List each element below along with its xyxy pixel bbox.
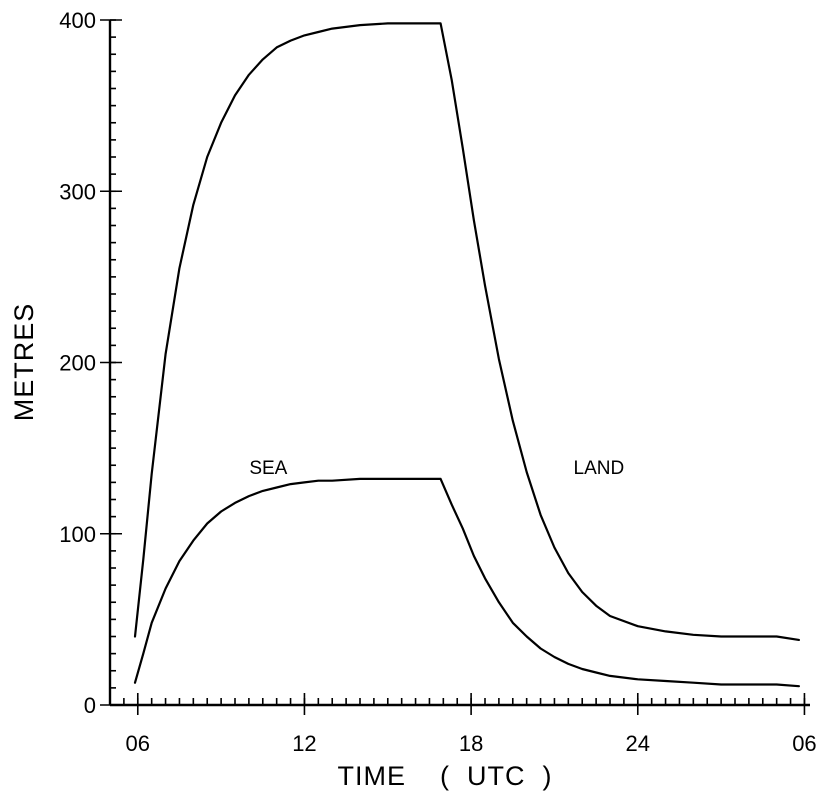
x-tick-label: 06 [126, 731, 150, 756]
x-tick-label: 24 [626, 731, 650, 756]
axes [108, 20, 810, 707]
series-line-2 [133, 477, 800, 688]
x-tick-label: 06 [792, 731, 816, 756]
y-tick-label: 0 [84, 693, 96, 718]
x-tick-label: 18 [459, 731, 483, 756]
x-tick-label: 12 [292, 731, 316, 756]
x-axis-title: TIME ( UTC ) [338, 761, 553, 791]
annotation-sea: SEA [249, 458, 287, 479]
y-tick-label: 400 [59, 8, 96, 33]
y-axis-title: METRES [9, 303, 39, 422]
minor-ticks [109, 19, 806, 706]
annotation-land: LAND [574, 458, 625, 479]
y-tick-label: 300 [59, 179, 96, 204]
y-tick-label: 200 [59, 351, 96, 376]
series-layer [133, 22, 800, 688]
series-line-1 [133, 22, 800, 641]
y-tick-label: 100 [59, 522, 96, 547]
annotations: SEA LAND [249, 458, 624, 479]
major-ticks: 06 12 18 24 06 0 100 200 300 400 [59, 8, 816, 756]
